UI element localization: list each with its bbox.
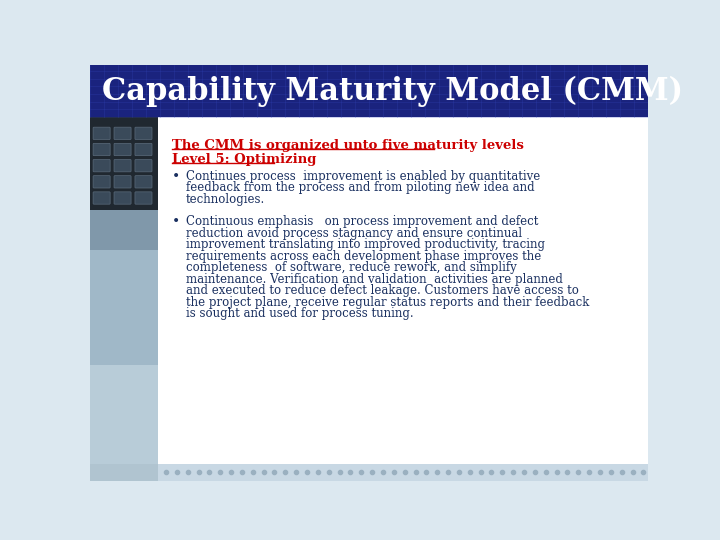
Text: technologies.: technologies. [186, 193, 266, 206]
Text: Continuous emphasis   on process improvement and defect: Continuous emphasis on process improveme… [186, 215, 539, 228]
Text: Continues process  improvement is enabled by quantitative: Continues process improvement is enabled… [186, 170, 540, 183]
FancyBboxPatch shape [90, 65, 648, 117]
FancyBboxPatch shape [114, 159, 131, 172]
FancyBboxPatch shape [158, 117, 648, 464]
FancyBboxPatch shape [90, 464, 158, 481]
Text: reduction avoid process stagnancy and ensure continual: reduction avoid process stagnancy and en… [186, 226, 522, 240]
FancyBboxPatch shape [90, 117, 158, 210]
Text: and executed to reduce defect leakage. Customers have access to: and executed to reduce defect leakage. C… [186, 284, 579, 297]
FancyBboxPatch shape [93, 127, 110, 139]
FancyBboxPatch shape [114, 192, 131, 204]
FancyBboxPatch shape [135, 127, 152, 139]
Text: the project plane, receive regular status reports and their feedback: the project plane, receive regular statu… [186, 296, 590, 309]
Text: completeness  of software, reduce rework, and simplify: completeness of software, reduce rework,… [186, 261, 517, 274]
Text: improvement translating into improved productivity, tracing: improvement translating into improved pr… [186, 238, 545, 251]
FancyBboxPatch shape [93, 159, 110, 172]
FancyBboxPatch shape [90, 210, 158, 249]
FancyBboxPatch shape [135, 143, 152, 156]
Text: feedback from the process and from piloting new idea and: feedback from the process and from pilot… [186, 181, 535, 194]
Text: is sought and used for process tuning.: is sought and used for process tuning. [186, 307, 414, 320]
FancyBboxPatch shape [114, 127, 131, 139]
FancyBboxPatch shape [135, 176, 152, 188]
FancyBboxPatch shape [158, 464, 648, 481]
Text: •: • [172, 170, 181, 184]
FancyBboxPatch shape [135, 192, 152, 204]
FancyBboxPatch shape [93, 192, 110, 204]
FancyBboxPatch shape [90, 117, 158, 210]
FancyBboxPatch shape [114, 176, 131, 188]
FancyBboxPatch shape [135, 159, 152, 172]
Text: Capability Maturity Model (CMM): Capability Maturity Model (CMM) [102, 76, 683, 106]
Text: •: • [172, 215, 181, 229]
Text: Level 5: Optimizing: Level 5: Optimizing [172, 153, 317, 166]
FancyBboxPatch shape [90, 249, 158, 365]
FancyBboxPatch shape [93, 143, 110, 156]
FancyBboxPatch shape [93, 176, 110, 188]
Text: requirements across each development phase improves the: requirements across each development pha… [186, 249, 541, 262]
Text: maintenance. Verification and validation  activities are planned: maintenance. Verification and validation… [186, 273, 563, 286]
Text: The CMM is organized unto five maturity levels: The CMM is organized unto five maturity … [172, 139, 524, 152]
FancyBboxPatch shape [90, 365, 158, 464]
FancyBboxPatch shape [114, 143, 131, 156]
